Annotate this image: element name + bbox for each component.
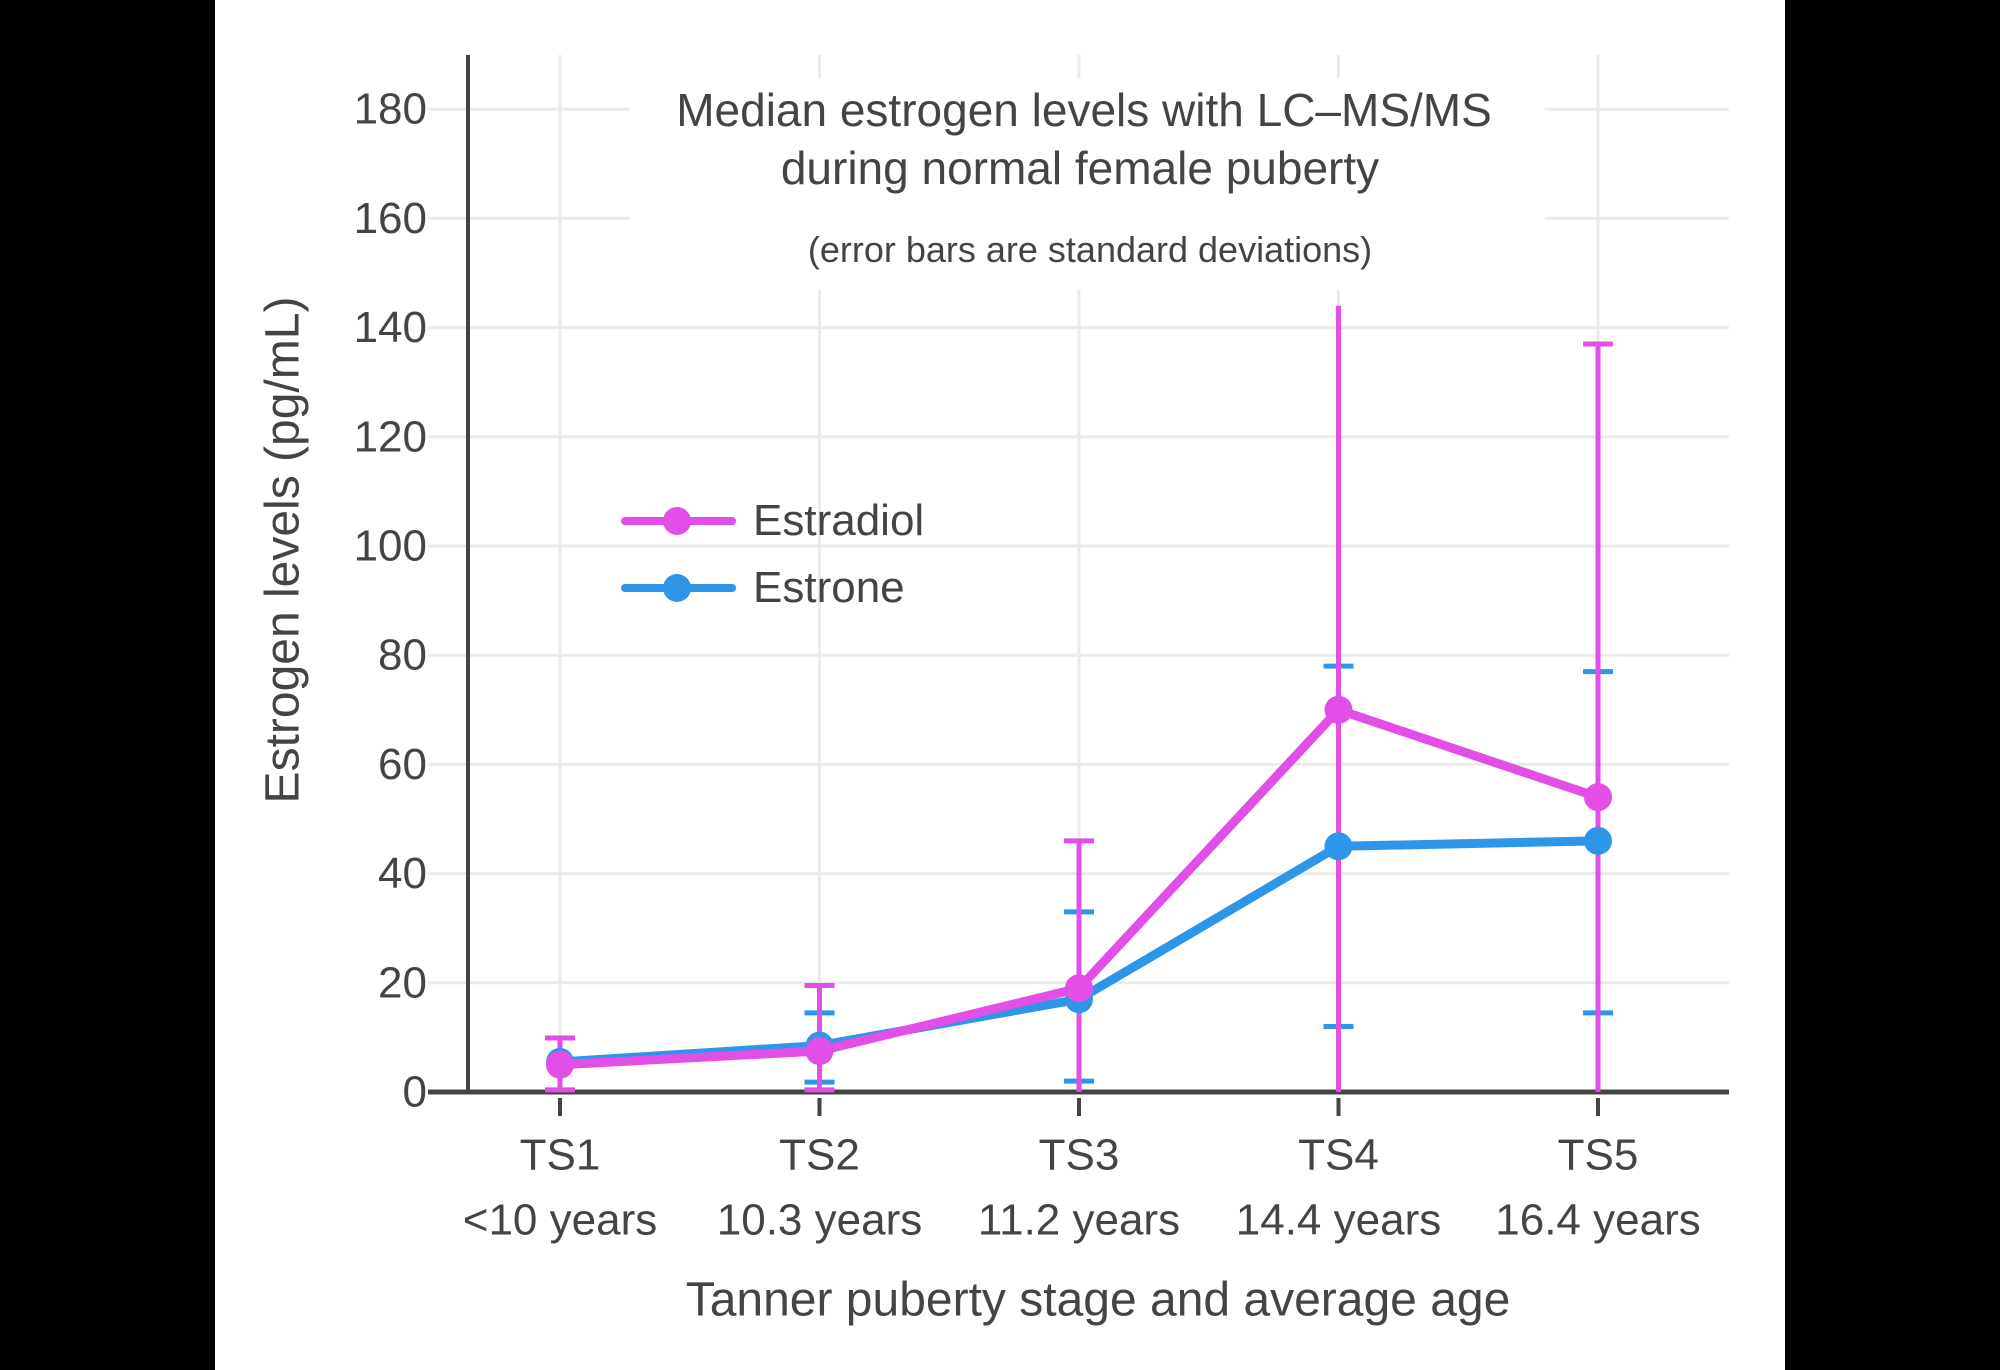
x-age-label: 16.4 years [1495, 1196, 1700, 1245]
chart-title-line1: Median estrogen levels with LC–MS/MS [676, 84, 1492, 136]
data-point-estrone-ts4 [1324, 832, 1353, 861]
y-tick-label: 160 [354, 194, 427, 243]
y-tick-label: 60 [378, 740, 427, 789]
y-axis-title: Estrogen levels (pg/mL) [256, 296, 310, 804]
y-tick-label: 120 [354, 412, 427, 461]
x-tick-label: TS4 [1298, 1131, 1379, 1180]
data-point-estradiol-ts2 [805, 1037, 834, 1066]
y-tick-label: 40 [378, 849, 427, 898]
y-tick-label: 0 [403, 1068, 427, 1117]
x-tick-label: TS3 [1039, 1131, 1120, 1180]
y-tick-label: 80 [378, 631, 427, 680]
x-tick-label: TS2 [779, 1131, 860, 1180]
data-point-estradiol-ts3 [1065, 974, 1093, 1003]
y-tick-label: 140 [354, 303, 427, 352]
chart-subtitle: (error bars are standard deviations) [807, 229, 1373, 270]
x-axis-title: Tanner puberty stage and average age [685, 1273, 1511, 1327]
title-background [630, 78, 1545, 290]
x-age-label: <10 years [463, 1196, 657, 1245]
legend-label-estradiol: Estradiol [753, 496, 925, 545]
legend-sample-marker-estrone [663, 574, 691, 602]
x-age-label: 10.3 years [717, 1196, 922, 1245]
y-tick-label: 20 [378, 958, 427, 1007]
x-tick-label: TS5 [1558, 1131, 1639, 1180]
data-point-estradiol-ts5 [1584, 783, 1612, 812]
x-age-label: 11.2 years [978, 1196, 1180, 1245]
data-point-estradiol-ts1 [546, 1050, 574, 1079]
x-tick-label: TS1 [520, 1131, 601, 1180]
y-tick-label: 180 [354, 85, 427, 134]
x-age-label: 14.4 years [1236, 1196, 1441, 1245]
legend-label-estrone: Estrone [753, 563, 905, 612]
data-point-estradiol-ts4 [1324, 695, 1353, 724]
data-point-estrone-ts5 [1584, 826, 1612, 855]
y-tick-label: 100 [354, 522, 427, 571]
chart-title-line2: during normal female puberty [780, 142, 1380, 194]
legend-sample-marker-estradiol [663, 507, 691, 535]
